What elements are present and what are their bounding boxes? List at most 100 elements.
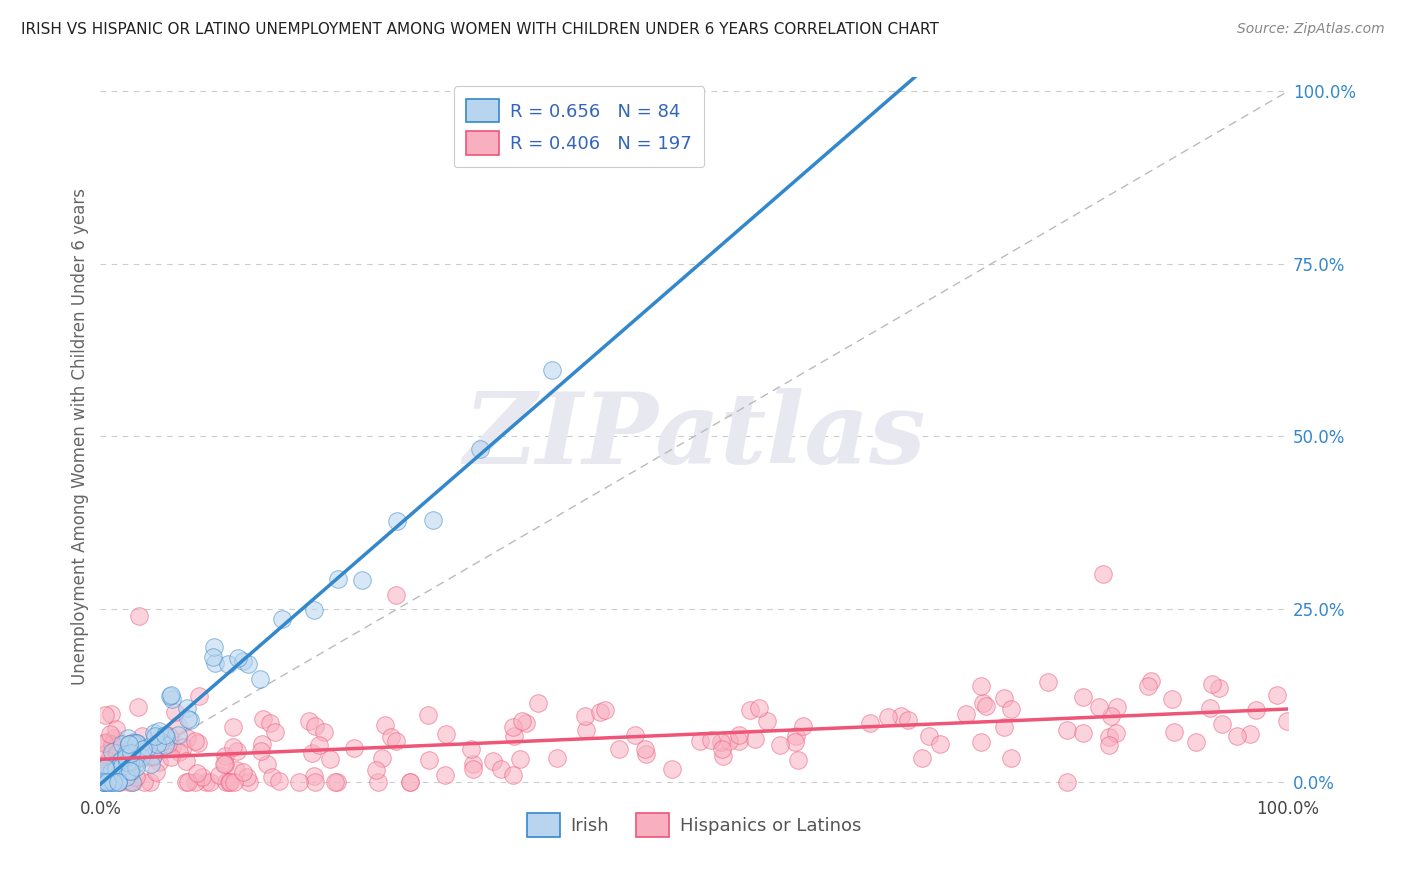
Point [418,708,440,723]
Point [107,773,129,788]
Point [105,739,128,753]
Point [118,744,141,758]
Point [183,774,205,789]
Point [367,774,389,789]
Point [222,774,245,789]
Point [540,363,562,377]
Point [127,736,149,750]
Point [1056,774,1078,789]
Point [323,774,346,789]
Point [146,737,169,751]
Point [1000,702,1022,716]
Point [177,712,200,726]
Point [96,760,118,774]
Point [98,749,121,764]
Point [260,770,283,784]
Point [187,736,209,750]
Point [122,755,145,769]
Point [1140,674,1163,689]
Point [288,774,311,789]
Point [256,757,278,772]
Point [1211,717,1233,731]
Point [91,774,114,789]
Point [120,746,142,760]
Point [689,734,711,748]
Point [1099,709,1122,723]
Point [177,774,200,789]
Point [515,716,537,731]
Point [755,714,778,728]
Point [120,747,142,762]
Point [222,720,245,734]
Point [434,727,457,741]
Point [1107,700,1129,714]
Point [104,763,127,777]
Point [1239,726,1261,740]
Point [142,749,165,764]
Point [418,753,440,767]
Point [717,734,740,748]
Point [1098,730,1121,744]
Point [104,722,127,736]
Point [748,701,770,715]
Point [463,756,485,771]
Point [128,608,150,623]
Point [877,710,900,724]
Point [141,749,163,764]
Point [249,672,271,686]
Point [263,725,285,739]
Point [115,773,138,788]
Point [787,753,810,767]
Point [195,774,218,789]
Point [222,740,245,755]
Point [167,745,190,759]
Point [710,734,733,748]
Point [166,728,188,742]
Point [374,718,396,732]
Point [162,692,184,706]
Point [153,738,176,752]
Point [226,744,249,758]
Point [111,758,134,772]
Point [298,714,321,728]
Point [108,774,131,789]
Point [124,736,146,750]
Point [1201,677,1223,691]
Point [385,734,408,748]
Point [226,651,249,665]
Point [93,736,115,750]
Point [202,640,225,654]
Point [232,655,254,669]
Point [503,730,526,744]
Point [100,764,122,779]
Point [183,734,205,748]
Point [121,735,143,749]
Point [118,755,141,769]
Point [138,774,160,789]
Point [325,774,347,789]
Point [188,689,211,703]
Point [115,746,138,760]
Point [104,756,127,771]
Point [104,769,127,783]
Point [149,734,172,748]
Point [93,757,115,772]
Point [93,774,115,789]
Point [156,737,179,751]
Point [105,772,128,786]
Point [969,680,991,694]
Point [142,748,165,763]
Point [928,737,950,751]
Point [510,714,533,728]
Point [326,572,349,586]
Point [1208,681,1230,695]
Point [115,756,138,770]
Point [100,707,122,722]
Point [208,768,231,782]
Point [502,720,524,734]
Point [96,765,118,780]
Point [270,612,292,626]
Point [94,707,117,722]
Point [711,748,734,763]
Point [509,752,531,766]
